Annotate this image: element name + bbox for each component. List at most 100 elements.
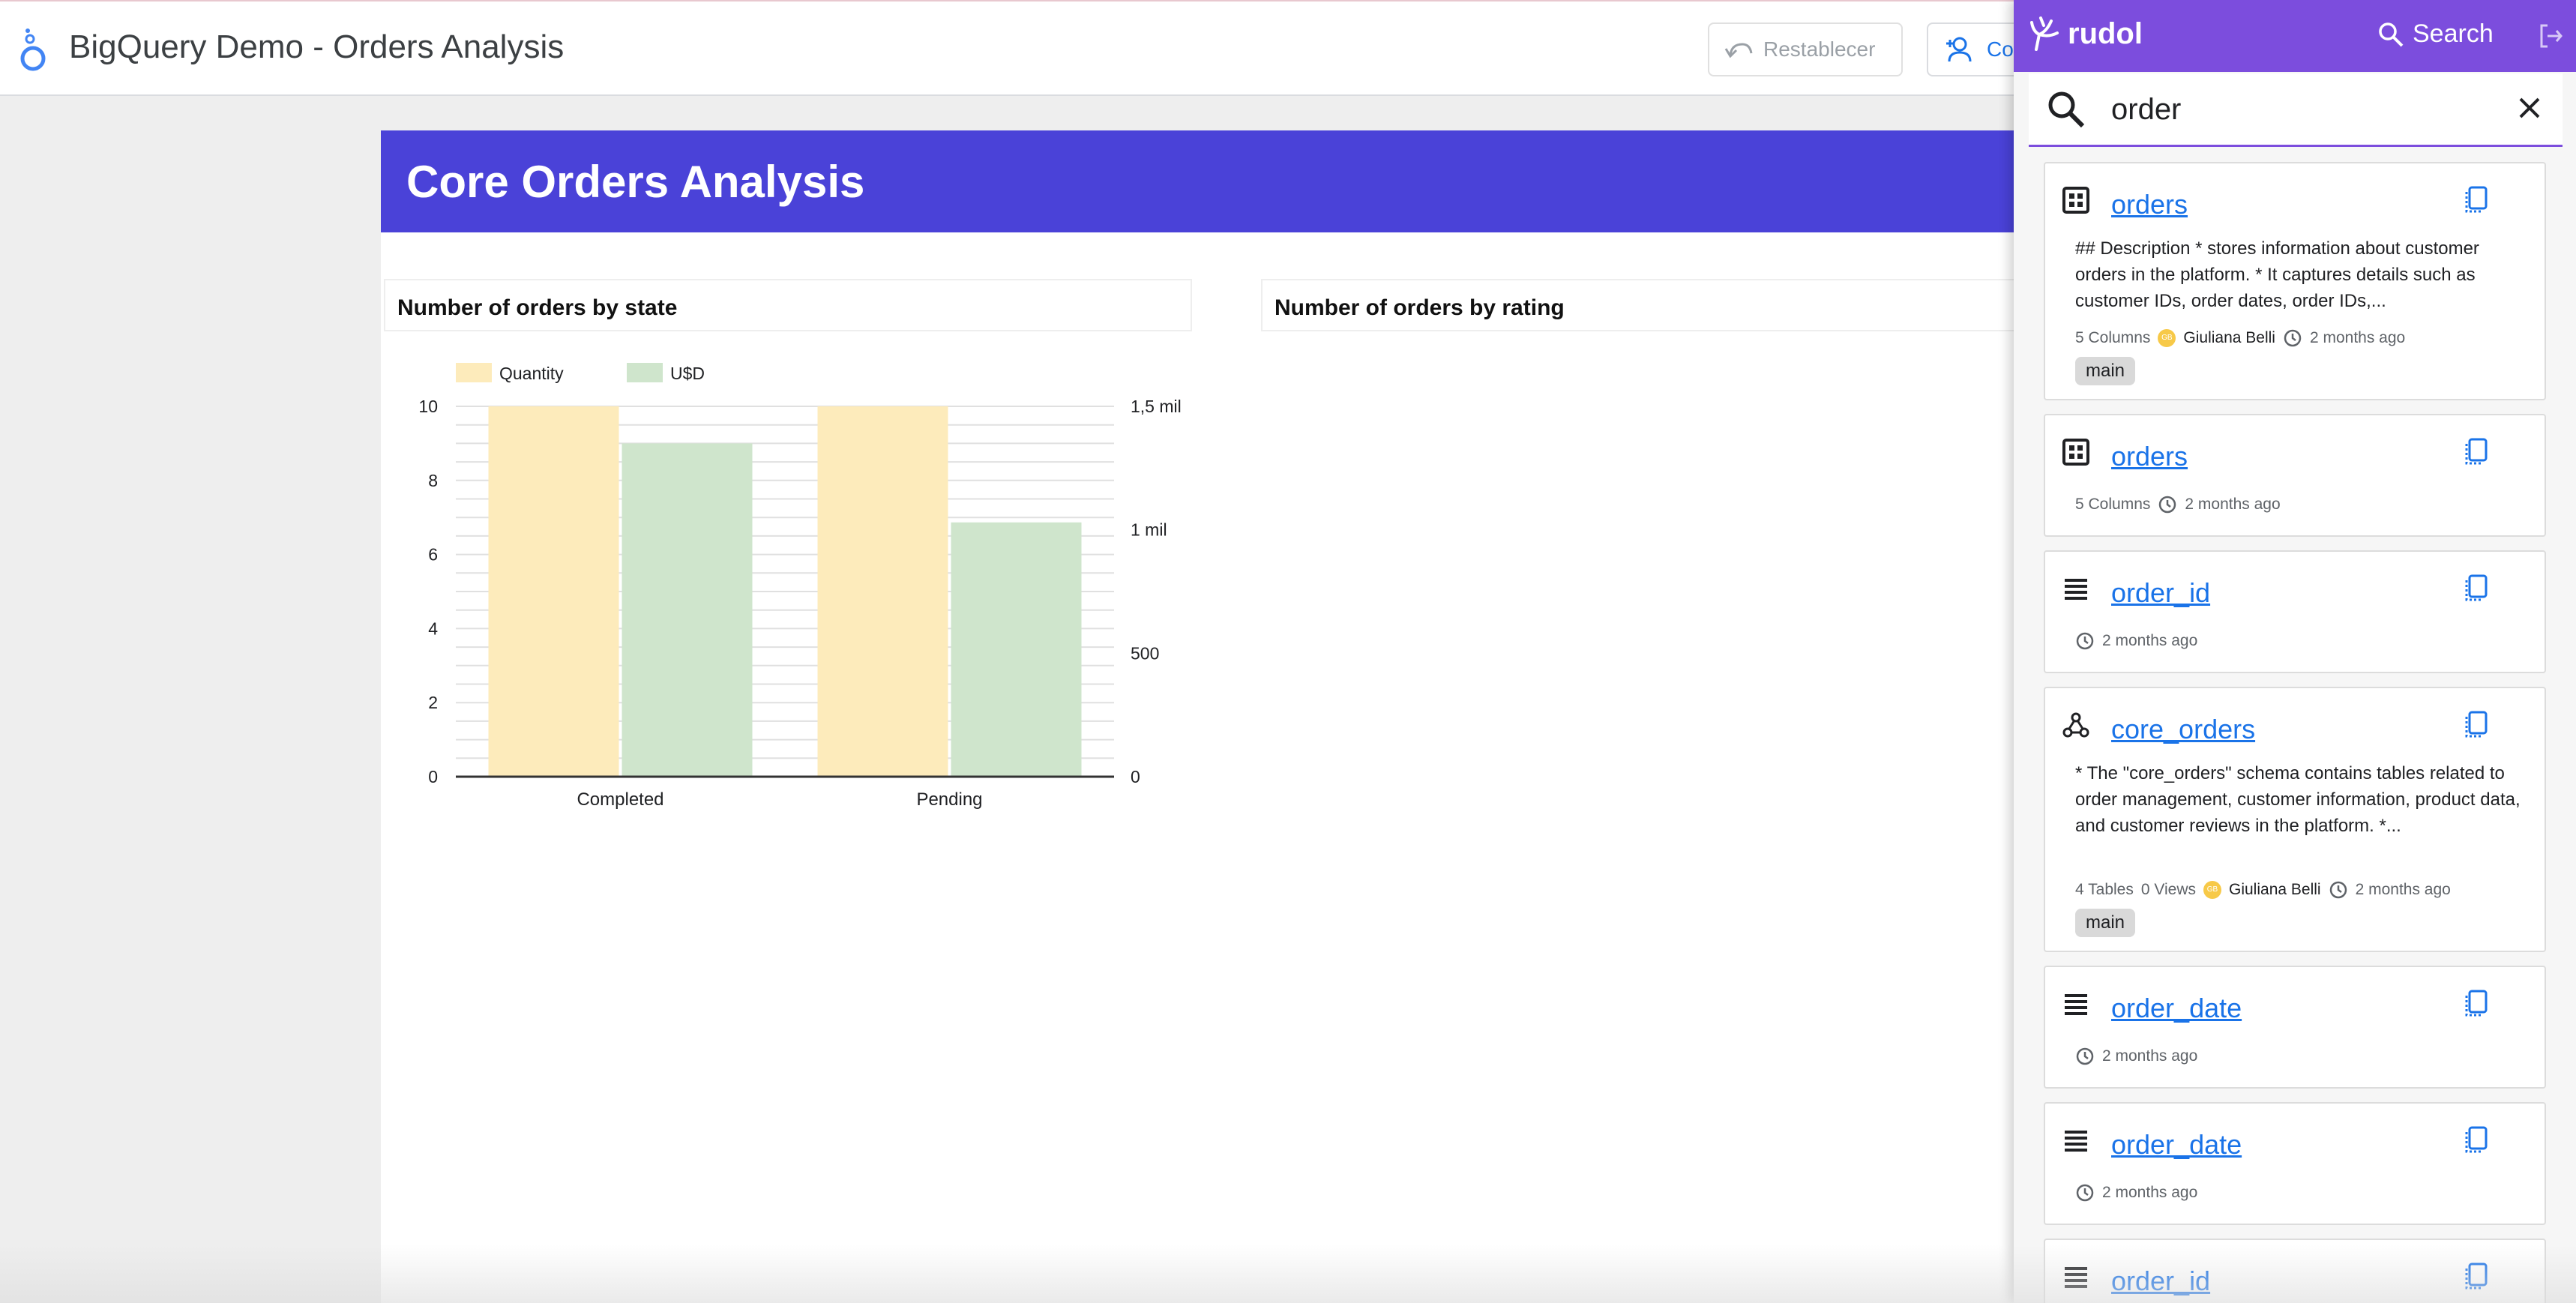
column-list-icon — [2065, 994, 2087, 1015]
result-meta: 2 months ago — [2075, 631, 2197, 651]
result-title-link[interactable]: order_id — [2111, 577, 2211, 608]
legend-swatch — [627, 363, 663, 382]
result-title-link[interactable]: orders — [2111, 189, 2188, 220]
report-title: Core Orders Analysis — [406, 157, 865, 207]
chart-title-orders-by-state: Number of orders by state — [384, 279, 1192, 331]
avatar: GB — [2203, 881, 2221, 899]
clock-icon — [2076, 1047, 2094, 1065]
clock-icon — [2284, 329, 2302, 347]
y-left-tick-label: 4 — [428, 619, 438, 638]
result-owner: Giuliana Belli — [2229, 881, 2321, 898]
y-right-tick-label: 1,5 mil — [1131, 397, 1182, 416]
result-time: 2 months ago — [2309, 329, 2406, 346]
looker-studio-logo-icon — [20, 28, 46, 71]
result-count: 5 Columns — [2075, 496, 2151, 513]
rudol-search-bar — [2029, 73, 2563, 147]
table-icon — [2062, 187, 2089, 214]
add-person-icon — [1946, 37, 1972, 62]
search-icon — [2379, 22, 2404, 46]
copy-icon[interactable] — [2464, 709, 2489, 739]
result-card-orders-table[interactable]: orders 5 Columns 2 months ago — [2044, 414, 2546, 537]
result-card-core-orders-schema[interactable]: core_orders * The "core_orders" schema c… — [2044, 687, 2546, 952]
result-title-link[interactable]: orders — [2111, 441, 2188, 472]
copy-icon[interactable] — [2464, 573, 2489, 603]
legend-label: U$D — [670, 364, 705, 383]
bar-ud-pending — [951, 522, 1082, 777]
rudol-search-button[interactable]: Search — [2378, 19, 2494, 49]
result-title-link[interactable]: order_date — [2111, 993, 2242, 1023]
copy-icon[interactable] — [2464, 184, 2489, 214]
y-right-tick-label: 0 — [1131, 767, 1140, 786]
result-meta: 2 months ago — [2075, 1183, 2197, 1203]
y-left-tick-label: 2 — [428, 693, 438, 712]
copy-icon[interactable] — [2464, 988, 2489, 1018]
clock-icon — [2076, 632, 2094, 650]
result-card-order-id-column[interactable]: order_id 2 months ago — [2044, 550, 2546, 673]
result-card-order-date-column[interactable]: order_date 2 months ago — [2044, 1102, 2546, 1225]
schema-icon — [2062, 712, 2089, 738]
rudol-search-label: Search — [2413, 19, 2494, 48]
rudol-logo: rudol — [2029, 16, 2143, 51]
rudol-panel: rudol Search orders — [2014, 0, 2576, 1303]
copy-icon[interactable] — [2464, 1261, 2489, 1291]
result-count: 5 Columns — [2075, 329, 2151, 346]
share-button-label: Co — [1987, 37, 2014, 61]
undo-icon — [1724, 43, 1753, 58]
chart-title-orders-by-rating: Number of orders by rating — [1261, 279, 2105, 331]
result-time: 2 months ago — [2102, 1047, 2198, 1065]
result-title-link[interactable]: core_orders — [2111, 714, 2256, 744]
rudol-search-input[interactable] — [2111, 87, 2486, 132]
avatar: GB — [2158, 329, 2176, 347]
reset-button[interactable]: Restablecer — [1708, 22, 1903, 76]
y-right-tick-label: 500 — [1131, 643, 1159, 663]
column-list-icon — [2065, 1267, 2087, 1288]
result-card-orders-table[interactable]: orders ## Description * stores informati… — [2044, 162, 2546, 400]
result-time: 2 months ago — [2185, 496, 2281, 513]
reset-button-label: Restablecer — [1763, 37, 1876, 61]
result-time: 2 months ago — [2102, 1184, 2198, 1201]
y-left-tick-label: 0 — [428, 767, 438, 786]
result-count: 4 Tables — [2075, 881, 2134, 898]
result-meta: 2 months ago — [2075, 1047, 2197, 1066]
orders-by-state-chart: Completed Pending 0 2 4 6 8 10 0 500 1 mil 1,5 mil Q… — [418, 363, 1182, 810]
logout-icon[interactable] — [2539, 22, 2563, 49]
clock-icon — [2329, 881, 2347, 899]
result-description: ## Description * stores information abou… — [2075, 238, 2479, 311]
rudol-header: rudol Search — [2014, 0, 2576, 72]
result-time: 2 months ago — [2355, 881, 2451, 898]
rudol-brand-name: rudol — [2068, 16, 2143, 50]
y-left-tick-label: 8 — [428, 471, 438, 490]
result-card-order-date-column[interactable]: order_date 2 months ago — [2044, 966, 2546, 1089]
bar-ud-completed — [622, 443, 753, 777]
column-list-icon — [2065, 1131, 2087, 1152]
column-list-icon — [2065, 579, 2087, 600]
x-tick-label: Pending — [916, 789, 982, 810]
y-right-tick-label: 1 mil — [1131, 520, 1167, 540]
result-time: 2 months ago — [2102, 632, 2198, 649]
y-left-tick-label: 6 — [428, 545, 438, 565]
page-title: BigQuery Demo - Orders Analysis — [69, 28, 565, 65]
legend-swatch — [456, 363, 492, 382]
copy-icon[interactable] — [2464, 436, 2489, 466]
search-icon — [2048, 91, 2085, 128]
copy-icon[interactable] — [2464, 1125, 2489, 1155]
clock-icon — [2076, 1184, 2094, 1202]
bar-quantity-pending — [817, 406, 948, 777]
legend-label: Quantity — [499, 364, 564, 383]
result-card-order-id-column[interactable]: order_id — [2044, 1239, 2546, 1303]
rudol-brand-icon — [2030, 16, 2059, 51]
x-tick-label: Completed — [577, 789, 663, 810]
tag-badge[interactable]: main — [2075, 909, 2136, 937]
y-left-tick-label: 10 — [418, 397, 438, 416]
result-title-link[interactable]: order_id — [2111, 1266, 2211, 1296]
result-views: 0 Views — [2140, 881, 2196, 898]
result-owner: Giuliana Belli — [2183, 329, 2275, 346]
report-banner: Core Orders Analysis — [381, 130, 2105, 232]
tag-badge[interactable]: main — [2075, 357, 2136, 385]
close-icon[interactable] — [2515, 93, 2545, 123]
result-meta: 5 Columns GB Giuliana Belli 2 months ago — [2075, 328, 2405, 348]
result-meta: 4 Tables 0 Views GB Giuliana Belli 2 mon… — [2075, 880, 2451, 900]
report-canvas: Core Orders Analysis Number of orders by… — [381, 130, 2105, 1303]
result-title-link[interactable]: order_date — [2111, 1129, 2242, 1160]
bar-quantity-completed — [488, 406, 619, 777]
